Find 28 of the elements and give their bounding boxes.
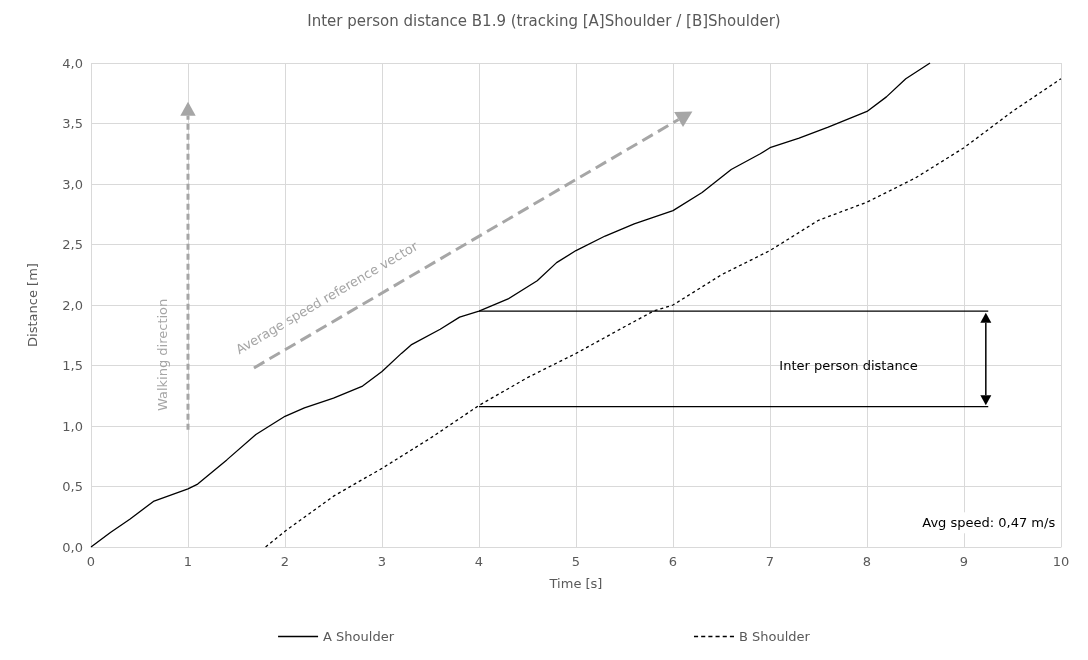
x-tick-label: 10 (1052, 554, 1070, 569)
y-tick-label: 0,5 (62, 479, 83, 494)
x-tick-label: 0 (86, 554, 96, 569)
y-tick-label: 2,0 (62, 297, 83, 313)
y-tick-label: 3,0 (62, 176, 83, 192)
y-tick-label: 4,0 (62, 55, 83, 71)
y-tick-label: 1,5 (62, 358, 83, 373)
annotation: Avg speed: 0,47 m/s (922, 515, 1056, 531)
x-tick-label: 7 (765, 554, 775, 569)
legend-label: B Shoulder (738, 629, 811, 644)
y-tick-label: 3,5 (62, 116, 83, 131)
chart-title: Inter person distance B1.9 (tracking [A]Shoulder / [B]Shoulder) (307, 11, 781, 30)
legend-label: A Shoulder (323, 629, 395, 644)
y-axis-title: Distance [m] (25, 263, 40, 347)
y-tick-label: 0,0 (62, 539, 83, 555)
x-axis-title: Time [s] (548, 576, 603, 591)
x-tick-label: 2 (280, 554, 290, 569)
x-tick-label: 5 (571, 554, 581, 569)
x-tick-label: 9 (959, 554, 969, 569)
x-tick-label: 1 (183, 554, 193, 569)
y-tick-label: 1,0 (62, 418, 83, 434)
y-tick-label: 2,5 (62, 237, 83, 252)
annotation: Inter person distance (779, 357, 918, 373)
annotation: Walking direction (155, 298, 171, 412)
x-tick-label: 6 (668, 554, 678, 569)
x-tick-label: 8 (862, 554, 872, 569)
x-tick-label: 4 (474, 554, 484, 569)
x-tick-label: 3 (377, 554, 387, 569)
